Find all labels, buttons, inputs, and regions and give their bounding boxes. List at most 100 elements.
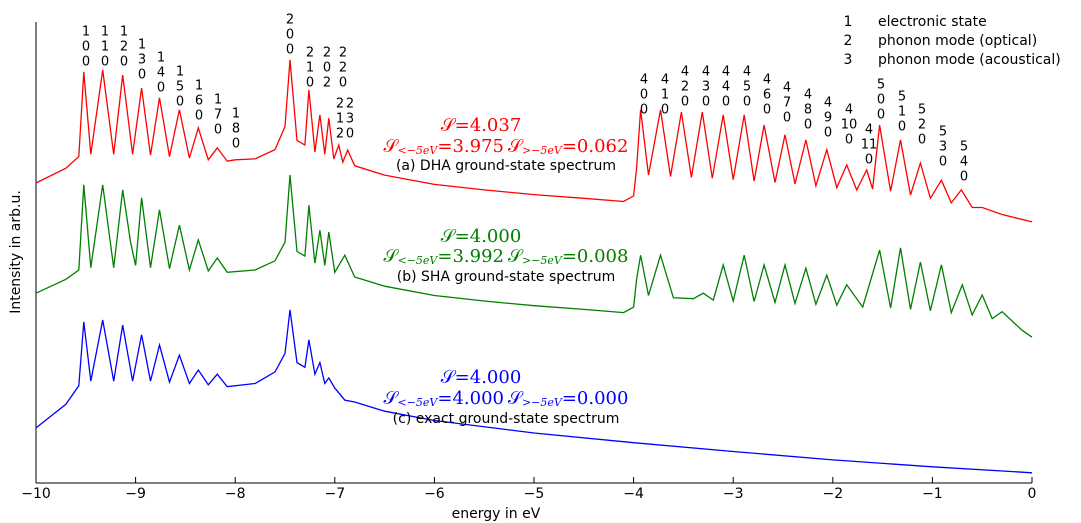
s-low-part: <−5eV xyxy=(397,144,438,157)
s-high-part: >−5eV xyxy=(522,144,563,157)
peak-label: 2 xyxy=(339,61,347,76)
peak-label: 4 xyxy=(845,103,853,118)
s-low-part: =4.000 xyxy=(437,388,504,409)
peak-label: 0 xyxy=(640,88,648,103)
peak-label: 0 xyxy=(195,109,203,124)
peak-label: 0 xyxy=(138,68,146,83)
series-label: (a) DHA ground-state spectrum xyxy=(396,158,616,174)
peak-label: 0 xyxy=(743,95,751,110)
peak-label: 0 xyxy=(681,95,689,110)
key-text: electronic state xyxy=(878,14,987,30)
peak-label: 4 xyxy=(681,65,689,80)
s-total: 𝒮=4.037 xyxy=(441,115,522,136)
peak-label: 4 xyxy=(783,81,791,96)
spectrum-line xyxy=(35,59,1033,223)
key-index: 1 xyxy=(844,14,853,30)
peak-label: 0 xyxy=(722,95,730,110)
x-tick-label: −1 xyxy=(922,486,943,502)
peak-label: 1 xyxy=(82,25,90,40)
peak-label: 5 xyxy=(939,125,947,140)
peak-label: 2 xyxy=(323,46,331,61)
peak-label: 0 xyxy=(865,153,873,168)
peak-label: 4 xyxy=(661,73,669,88)
peak-label: 1 xyxy=(120,25,128,40)
peak-label: 10 xyxy=(841,118,858,133)
peak-label: 1 xyxy=(232,107,240,122)
peak-label: 4 xyxy=(640,73,648,88)
peak-label: 0 xyxy=(918,133,926,148)
peak-label: 3 xyxy=(138,53,146,68)
spectrum-line xyxy=(35,309,1033,474)
peak-label: 11 xyxy=(861,138,878,153)
peak-label: 4 xyxy=(743,65,751,80)
s-low-part: <−5eV xyxy=(397,254,438,267)
key-text: phonon mode (optical) xyxy=(878,33,1037,49)
peak-label: 0 xyxy=(898,120,906,135)
peak-label: 0 xyxy=(214,123,222,138)
s-total-part: 𝒮 xyxy=(441,367,457,388)
series-label: (c) exact ground-state spectrum xyxy=(393,411,620,427)
peak-label: 5 xyxy=(960,140,968,155)
peak-label: 0 xyxy=(661,103,669,118)
peak-label: 0 xyxy=(157,81,165,96)
peak-label: 1 xyxy=(898,105,906,120)
peak-label: 3 xyxy=(939,140,947,155)
key-text: phonon mode (acoustical) xyxy=(878,52,1061,68)
peak-label: 2 xyxy=(336,97,344,112)
s-high-part: 𝒮 xyxy=(508,246,524,267)
peak-label: 0 xyxy=(702,95,710,110)
peak-label: 0 xyxy=(877,93,885,108)
peak-label: 0 xyxy=(763,103,771,118)
peak-label: 0 xyxy=(939,155,947,170)
peak-label: 0 xyxy=(82,55,90,70)
s-high-part: >−5eV xyxy=(522,254,563,267)
y-axis-label: Intensity in arb.u. xyxy=(8,190,24,314)
peak-label: 8 xyxy=(804,103,812,118)
s-low-part: =3.975 xyxy=(437,136,504,157)
x-tick-label: −7 xyxy=(324,486,345,502)
s-high-part: 𝒮 xyxy=(508,388,524,409)
spectrum-line xyxy=(35,175,1033,338)
peak-label: 2 xyxy=(681,80,689,95)
peak-label: 1 xyxy=(138,38,146,53)
peak-label: 0 xyxy=(286,28,294,43)
x-tick-label: −2 xyxy=(822,486,843,502)
peak-label: 0 xyxy=(101,55,109,70)
peak-label: 1 xyxy=(214,93,222,108)
s-split: 𝒮<−5eV=4.000 𝒮>−5eV=0.000 xyxy=(384,388,629,409)
peak-label: 4 xyxy=(960,155,968,170)
s-total-part: 𝒮 xyxy=(441,115,457,136)
peak-label: 5 xyxy=(877,78,885,93)
s-low-part: =3.992 xyxy=(437,246,504,267)
x-tick-label: −4 xyxy=(623,486,644,502)
peak-label: 1 xyxy=(101,40,109,55)
peak-label: 4 xyxy=(157,66,165,81)
peak-label: 0 xyxy=(824,126,832,141)
peak-label: 1 xyxy=(195,79,203,94)
s-high-part: >−5eV xyxy=(522,396,563,409)
peak-label: 1 xyxy=(157,51,165,66)
peak-label: 1 xyxy=(306,61,314,76)
s-total-part: =4.037 xyxy=(455,115,522,136)
peak-label: 5 xyxy=(176,80,184,95)
s-total-part: 𝒮 xyxy=(441,226,457,247)
peak-label: 0 xyxy=(339,76,347,91)
s-split: 𝒮<−5eV=3.975 𝒮>−5eV=0.062 xyxy=(384,136,629,157)
s-high-part: =0.000 xyxy=(562,388,629,409)
peak-label: 2 xyxy=(346,97,354,112)
peak-label: 4 xyxy=(722,65,730,80)
peak-label: 2 xyxy=(120,40,128,55)
series-label: (b) SHA ground-state spectrum xyxy=(397,269,615,285)
peak-label: 4 xyxy=(722,80,730,95)
x-tick-label: −3 xyxy=(723,486,744,502)
peak-label: 6 xyxy=(195,94,203,109)
peak-label: 0 xyxy=(232,137,240,152)
peak-label: 0 xyxy=(346,127,354,142)
x-tick-label: −9 xyxy=(125,486,146,502)
s-total: 𝒮=4.000 xyxy=(441,367,522,388)
x-tick-label: 0 xyxy=(1028,486,1037,502)
peak-label: 1 xyxy=(661,88,669,103)
key-index: 3 xyxy=(844,52,853,68)
s-total: 𝒮=4.000 xyxy=(441,226,522,247)
